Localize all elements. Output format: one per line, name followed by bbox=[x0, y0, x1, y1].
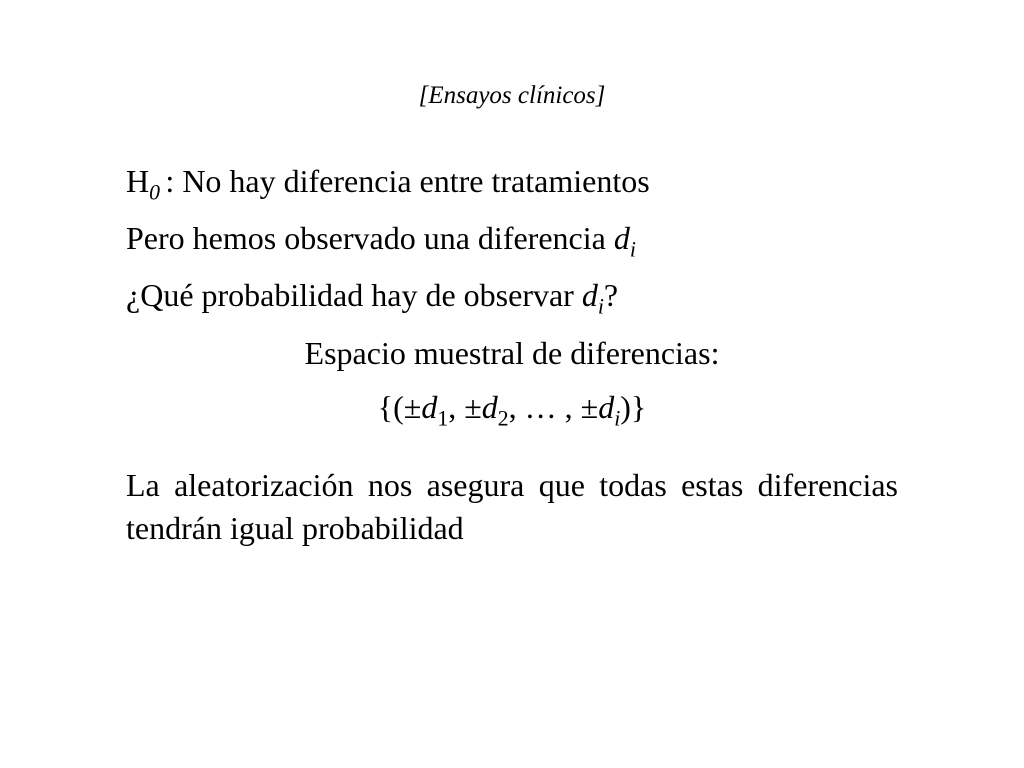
probability-line: ¿Qué probabilidad hay de observar di? bbox=[126, 274, 898, 317]
set-sub1: 1 bbox=[437, 406, 448, 430]
set-sub2: 2 bbox=[498, 406, 509, 430]
set-close: )} bbox=[620, 389, 646, 425]
sample-space-set: {(±d1, ±d2, … , ±di)} bbox=[126, 389, 898, 426]
set-open: {(± bbox=[378, 389, 422, 425]
set-d1: d bbox=[421, 389, 437, 425]
header-title: [Ensayos clínicos] bbox=[419, 82, 606, 109]
prob-d: d bbox=[582, 277, 598, 313]
observed-d: d bbox=[614, 220, 630, 256]
conclusion-line: La aleatorización nos asegura que todas … bbox=[126, 464, 898, 550]
sample-space-label: Espacio muestral de diferencias: bbox=[126, 332, 898, 375]
slide-body: H0 : No hay diferencia entre tratamiento… bbox=[126, 160, 898, 564]
h0-text: : No hay diferencia entre tratamientos bbox=[165, 163, 649, 199]
observed-line: Pero hemos observado una diferencia di bbox=[126, 217, 898, 260]
hypothesis-line: H0 : No hay diferencia entre tratamiento… bbox=[126, 160, 898, 203]
set-sep1: , ± bbox=[448, 389, 482, 425]
slide-header: [Ensayos clínicos] bbox=[0, 82, 1024, 110]
set-mid: , … , ± bbox=[509, 389, 599, 425]
h0-symbol: H bbox=[126, 163, 149, 199]
observed-sub: i bbox=[630, 238, 636, 262]
slide: [Ensayos clínicos] H0 : No hay diferenci… bbox=[0, 0, 1024, 768]
set-di: d bbox=[598, 389, 614, 425]
observed-text: Pero hemos observado una diferencia bbox=[126, 220, 614, 256]
prob-text: ¿Qué probabilidad hay de observar bbox=[126, 277, 582, 313]
prob-suffix: ? bbox=[604, 277, 618, 313]
h0-subscript: 0 bbox=[149, 180, 165, 204]
set-d2: d bbox=[482, 389, 498, 425]
